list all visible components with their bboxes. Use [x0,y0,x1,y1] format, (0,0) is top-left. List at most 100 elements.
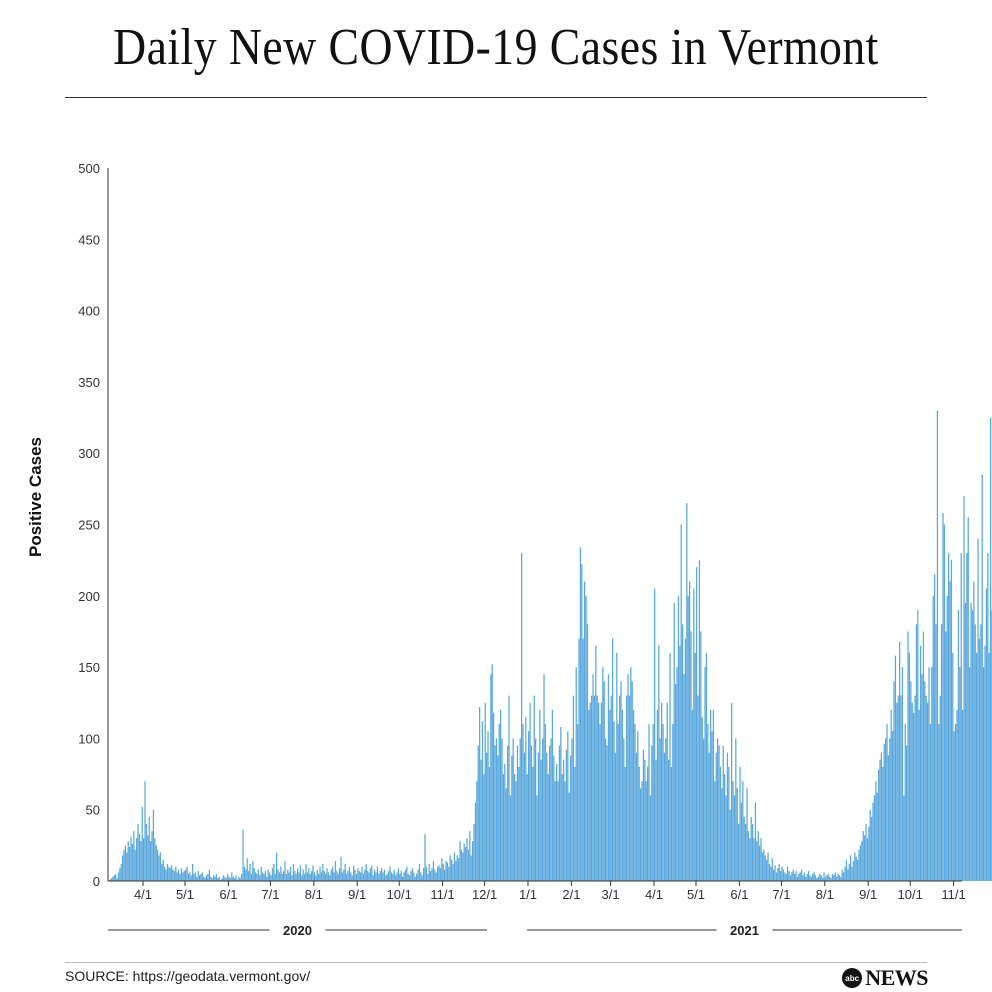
bar [375,872,377,881]
bar [437,866,439,881]
bar [564,781,566,881]
bar [581,564,583,881]
bar [234,878,236,881]
bar [507,745,509,881]
bar [550,738,552,881]
bar [407,873,409,881]
bar [530,745,533,881]
year-group-label: 2020 [283,923,312,938]
bar [267,869,269,881]
bar [175,866,177,881]
bar [179,873,181,881]
bar [213,875,215,881]
bar [540,759,542,881]
bar [428,863,430,881]
bar [378,873,380,881]
bar [546,752,548,881]
bar [449,855,451,881]
bar [322,863,324,881]
bar [969,667,971,881]
bar [277,869,279,881]
x-tick-label: 9/1 [348,887,366,902]
bar [469,831,471,881]
bar [686,503,688,881]
bars [109,410,992,881]
bar [473,823,475,881]
bar [479,707,481,881]
bar [291,875,293,881]
bar [602,667,604,881]
bar [649,795,652,881]
bar [966,553,968,881]
bar [873,795,876,881]
bar [222,875,225,881]
bar [718,745,720,881]
bar [248,871,250,881]
bar [126,852,128,881]
bar [522,724,524,881]
bar [752,823,754,881]
bar [886,724,888,881]
bar [680,524,682,881]
y-tick-label: 300 [78,446,100,461]
bar [624,766,626,881]
bar [642,749,645,881]
bar [866,838,869,881]
bar [221,878,223,881]
bar [397,868,400,881]
x-tick-label: 2/1 [562,887,580,902]
bar [228,876,230,881]
bar [516,745,519,881]
bar [535,738,537,881]
bar [910,681,912,881]
bar [847,869,849,881]
bar [231,872,233,881]
bar [738,823,740,881]
bar [640,788,642,881]
bar [857,859,859,881]
bar [714,781,716,881]
bar [418,863,421,881]
bar [616,652,618,881]
x-tick-label: 8/1 [816,887,834,902]
bar [238,876,240,881]
bar [645,781,647,881]
news-logo-text: NEWS [865,965,928,990]
bar [491,664,493,881]
bar [141,806,143,881]
bar [862,831,864,881]
bar [112,876,114,881]
bar [362,873,365,881]
bar [341,872,344,881]
bar [367,871,369,881]
bar [570,755,572,881]
bar [420,872,422,881]
y-tick-label: 400 [78,304,100,319]
bar [907,631,909,881]
bar [785,873,787,881]
bar [129,846,131,881]
bar [715,752,717,881]
bar [859,845,862,881]
bar [458,858,460,881]
bar [481,721,484,881]
bar [676,667,678,881]
bar [194,872,197,881]
x-tick-label: 11/1 [941,887,965,902]
bar [697,695,699,881]
bar [830,878,832,881]
bar [425,866,428,881]
bar [990,417,992,881]
bar [382,872,384,881]
bar [971,610,974,881]
bar [147,835,149,881]
bar [119,868,121,881]
bar [427,873,429,881]
bar [439,868,442,881]
y-tick-label: 100 [78,731,100,746]
bar [518,766,520,881]
bar [281,873,283,881]
bar [981,474,983,881]
bar [572,695,575,881]
bar [266,876,268,881]
